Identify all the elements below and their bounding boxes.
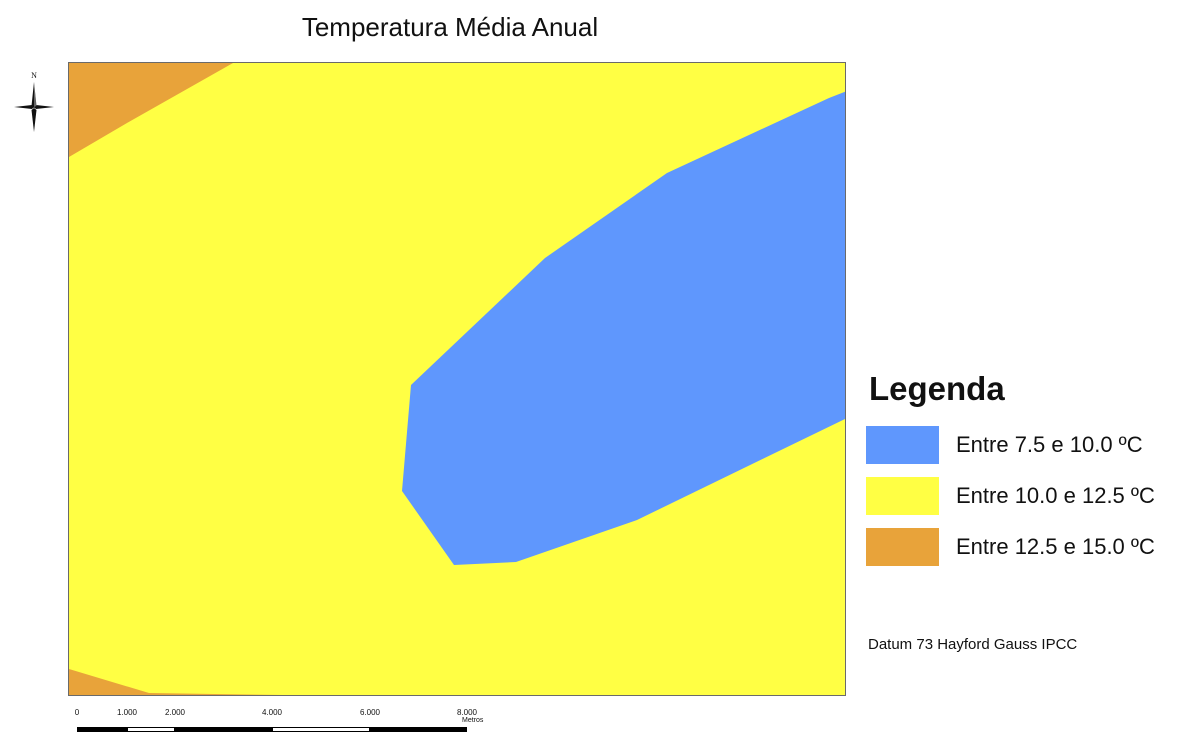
datum-note: Datum 73 Hayford Gauss IPCC [868,636,1078,653]
scale-tick-label: 1.000 [116,708,138,717]
legend-item: Entre 7.5 e 10.0 ºC [866,426,1186,464]
legend-label: Entre 12.5 e 15.0 ºC [956,534,1155,559]
scale-bar: 0 1.000 2.000 4.000 6.000 8.000 Metros [60,708,530,733]
zone-warm-bottom-left [69,669,283,695]
scale-tick-label: 2.000 [164,708,186,717]
map-frame[interactable] [68,62,846,696]
map-title: Temperatura Média Anual [301,12,599,42]
legend-label: Entre 10.0 e 12.5 ºC [956,483,1155,508]
scale-segment [370,727,467,732]
scale-segment [127,727,175,732]
north-label: N [31,71,37,80]
legend-title: Legenda [869,370,1005,407]
legend-swatch [866,426,939,464]
zone-warm-top-left [69,63,233,157]
legend-swatch [866,528,939,566]
scale-tick-label: 8.000 [456,708,478,717]
legend-item: Entre 12.5 e 15.0 ºC [866,528,1186,566]
legend-swatch [866,477,939,515]
scale-segment [272,727,370,732]
scale-tick-label: 0 [74,708,80,717]
zone-cool [402,91,845,565]
scale-segment [77,727,127,732]
scale-tick-label: 6.000 [359,708,381,717]
scale-tick-label: 4.000 [261,708,283,717]
scale-unit: Metros [462,717,484,724]
legend-label: Entre 7.5 e 10.0 ºC [956,432,1143,457]
legend-item: Entre 10.0 e 12.5 ºC [866,477,1186,515]
north-arrow-icon: N [14,70,54,134]
scale-segment [175,727,272,732]
legend: Legenda Entre 7.5 e 10.0 ºC Entre 10.0 e… [866,370,1186,579]
